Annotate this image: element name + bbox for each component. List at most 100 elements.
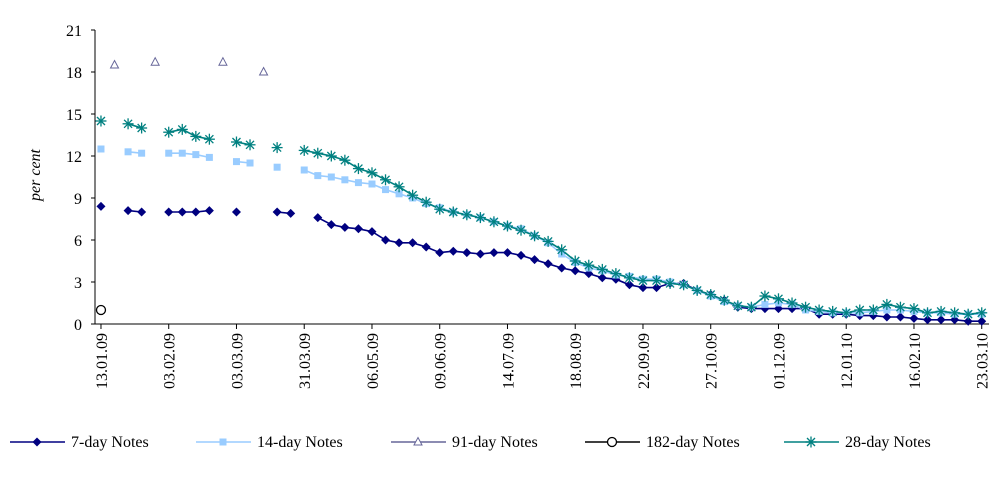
data-point [461,209,473,221]
series-line [127,151,982,315]
data-point [395,190,403,198]
series-line [127,209,982,322]
data-point [570,266,580,276]
x-tick-label: 27.10.09 [704,333,721,389]
data-point [678,279,690,291]
data-point [827,305,839,317]
marker-stroke [806,437,816,447]
data-point [883,306,891,314]
data-point [962,308,974,320]
marker-stroke [543,236,553,246]
data-point [393,181,405,193]
y-tick-label: 0 [74,317,82,334]
marker-stroke [909,304,919,314]
x-tick-label: 22.09.09 [636,333,653,389]
data-point [190,130,202,142]
data-point [854,304,866,316]
data-point [448,246,458,256]
data-point [394,238,404,248]
data-point [368,180,376,188]
marker-stroke [516,225,526,235]
y-tick-label: 3 [74,275,82,292]
marker-stroke [977,308,987,318]
data-point [691,284,703,296]
x-tick-label: 12.01.10 [839,333,856,389]
data-point [761,300,769,308]
x-tick-label: 09.06.09 [433,333,450,389]
marker-stroke [624,273,634,283]
legend-label: 28-day Notes [845,434,931,451]
marker-stroke [381,175,390,185]
marker-stroke [164,127,174,137]
data-point [354,179,362,187]
data-point [367,227,377,237]
data-point [867,304,879,316]
data-point [312,147,324,159]
data-point [231,207,241,217]
legend-marker [32,437,42,447]
data-point [556,244,568,256]
data-point [313,213,323,223]
data-point [205,153,213,161]
marker-stroke [597,264,607,274]
data-point [895,312,905,322]
data-point [407,189,419,201]
data-point [664,277,676,289]
marker-stroke [665,278,675,288]
data-point [244,139,256,151]
data-point [475,249,485,259]
data-point [543,259,553,269]
data-point [366,167,378,179]
marker-stroke [611,269,621,279]
legend-label: 7-day Notes [71,434,149,451]
data-point [137,207,147,217]
marker-stroke [746,302,756,312]
series-line [127,123,982,316]
data-point [435,248,445,258]
marker-stroke [760,291,770,301]
data-point [352,163,364,175]
marker-stroke [828,306,838,316]
marker-stroke [814,305,824,315]
marker-stroke [950,308,960,318]
marker-stroke [232,137,241,147]
y-tick-label: 21 [66,23,82,40]
marker-stroke [638,276,648,286]
marker-stroke [719,295,729,305]
x-tick-label: 03.03.09 [229,333,246,389]
marker-stroke [570,256,580,266]
marker-stroke [123,119,133,129]
marker-stroke [448,207,458,217]
data-point [488,216,500,228]
data-point [894,301,906,313]
marker-stroke [530,231,540,241]
data-point [800,301,812,313]
data-point [339,154,351,166]
data-point [300,166,308,174]
legend-marker [606,436,618,448]
data-point [191,207,201,217]
marker-stroke [462,210,472,220]
data-point [923,315,933,325]
data-point [434,203,446,215]
data-point [421,242,431,252]
data-point [651,275,663,287]
marker-stroke [706,290,716,300]
data-point [813,304,825,316]
data-point [624,280,634,290]
data-point [164,207,174,217]
data-point [150,56,161,66]
marker-stroke [774,294,783,304]
marker-stroke [435,204,445,214]
data-point [963,316,973,326]
data-point [705,289,717,301]
marker-stroke [489,217,499,227]
data-point [474,212,486,224]
data-point [230,136,242,148]
x-tick-label: 01.12.09 [771,333,788,389]
x-tick-label: 03.02.09 [162,333,179,389]
marker-stroke [367,168,377,178]
data-point [218,56,228,66]
data-point [341,176,349,184]
